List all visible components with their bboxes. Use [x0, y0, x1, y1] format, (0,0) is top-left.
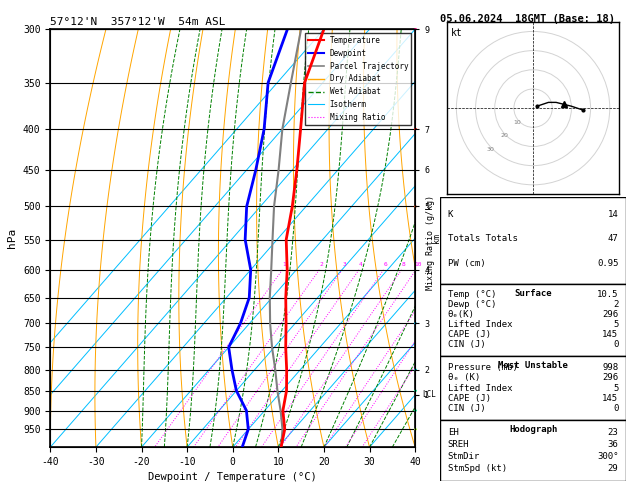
Text: 296: 296 — [603, 373, 618, 382]
Text: CAPE (J): CAPE (J) — [448, 330, 491, 339]
Bar — [440, 356, 626, 420]
Text: 15: 15 — [441, 262, 448, 267]
Text: 5: 5 — [613, 383, 618, 393]
Text: 998: 998 — [603, 363, 618, 372]
Text: θₑ (K): θₑ (K) — [448, 373, 480, 382]
Text: 4: 4 — [359, 262, 363, 267]
Text: 20: 20 — [500, 133, 508, 138]
Text: K: K — [448, 209, 453, 219]
Text: PW (cm): PW (cm) — [448, 259, 486, 268]
Text: 57°12'N  357°12'W  54m ASL: 57°12'N 357°12'W 54m ASL — [50, 17, 226, 27]
Text: 0.95: 0.95 — [597, 259, 618, 268]
Text: 3: 3 — [342, 262, 346, 267]
Text: 5: 5 — [613, 320, 618, 330]
Text: 05.06.2024  18GMT (Base: 18): 05.06.2024 18GMT (Base: 18) — [440, 14, 615, 24]
Text: Pressure (mb): Pressure (mb) — [448, 363, 518, 372]
Text: 23: 23 — [608, 429, 618, 437]
Text: 10: 10 — [514, 120, 521, 124]
Text: SREH: SREH — [448, 440, 469, 449]
Text: Totals Totals: Totals Totals — [448, 234, 518, 243]
Text: Dewp (°C): Dewp (°C) — [448, 300, 496, 309]
Text: 296: 296 — [603, 310, 618, 319]
Text: 300°: 300° — [597, 452, 618, 461]
Y-axis label: hPa: hPa — [8, 228, 18, 248]
Bar — [440, 283, 626, 356]
X-axis label: Dewpoint / Temperature (°C): Dewpoint / Temperature (°C) — [148, 472, 317, 483]
Text: 6: 6 — [384, 262, 387, 267]
Text: CIN (J): CIN (J) — [448, 341, 486, 349]
Text: 29: 29 — [608, 464, 618, 473]
Text: 0: 0 — [613, 404, 618, 413]
Text: Mixing Ratio (g/kg): Mixing Ratio (g/kg) — [426, 195, 435, 291]
Text: CAPE (J): CAPE (J) — [448, 394, 491, 403]
Text: Most Unstable: Most Unstable — [498, 361, 568, 370]
Text: 30: 30 — [487, 147, 494, 152]
Text: LCL: LCL — [422, 390, 436, 399]
Bar — [440, 420, 626, 481]
Text: 0: 0 — [613, 341, 618, 349]
Y-axis label: km
ASL: km ASL — [432, 231, 452, 245]
Text: Surface: Surface — [515, 289, 552, 297]
Text: 1: 1 — [282, 262, 286, 267]
Text: 10: 10 — [414, 262, 421, 267]
Legend: Temperature, Dewpoint, Parcel Trajectory, Dry Adiabat, Wet Adiabat, Isotherm, Mi: Temperature, Dewpoint, Parcel Trajectory… — [305, 33, 411, 125]
Text: 47: 47 — [608, 234, 618, 243]
Text: 145: 145 — [603, 394, 618, 403]
Text: 8: 8 — [402, 262, 406, 267]
Text: kt: kt — [450, 28, 462, 37]
Text: 10.5: 10.5 — [597, 290, 618, 299]
Text: CIN (J): CIN (J) — [448, 404, 486, 413]
Text: Lifted Index: Lifted Index — [448, 320, 512, 330]
Text: 36: 36 — [608, 440, 618, 449]
Text: θₑ(K): θₑ(K) — [448, 310, 475, 319]
Bar — [440, 197, 626, 283]
Text: StmDir: StmDir — [448, 452, 480, 461]
Text: EH: EH — [448, 429, 459, 437]
Text: Lifted Index: Lifted Index — [448, 383, 512, 393]
Text: 145: 145 — [603, 330, 618, 339]
Text: 14: 14 — [608, 209, 618, 219]
Text: 2: 2 — [613, 300, 618, 309]
Text: Hodograph: Hodograph — [509, 425, 557, 434]
Text: StmSpd (kt): StmSpd (kt) — [448, 464, 507, 473]
Text: Temp (°C): Temp (°C) — [448, 290, 496, 299]
Text: 2: 2 — [320, 262, 323, 267]
